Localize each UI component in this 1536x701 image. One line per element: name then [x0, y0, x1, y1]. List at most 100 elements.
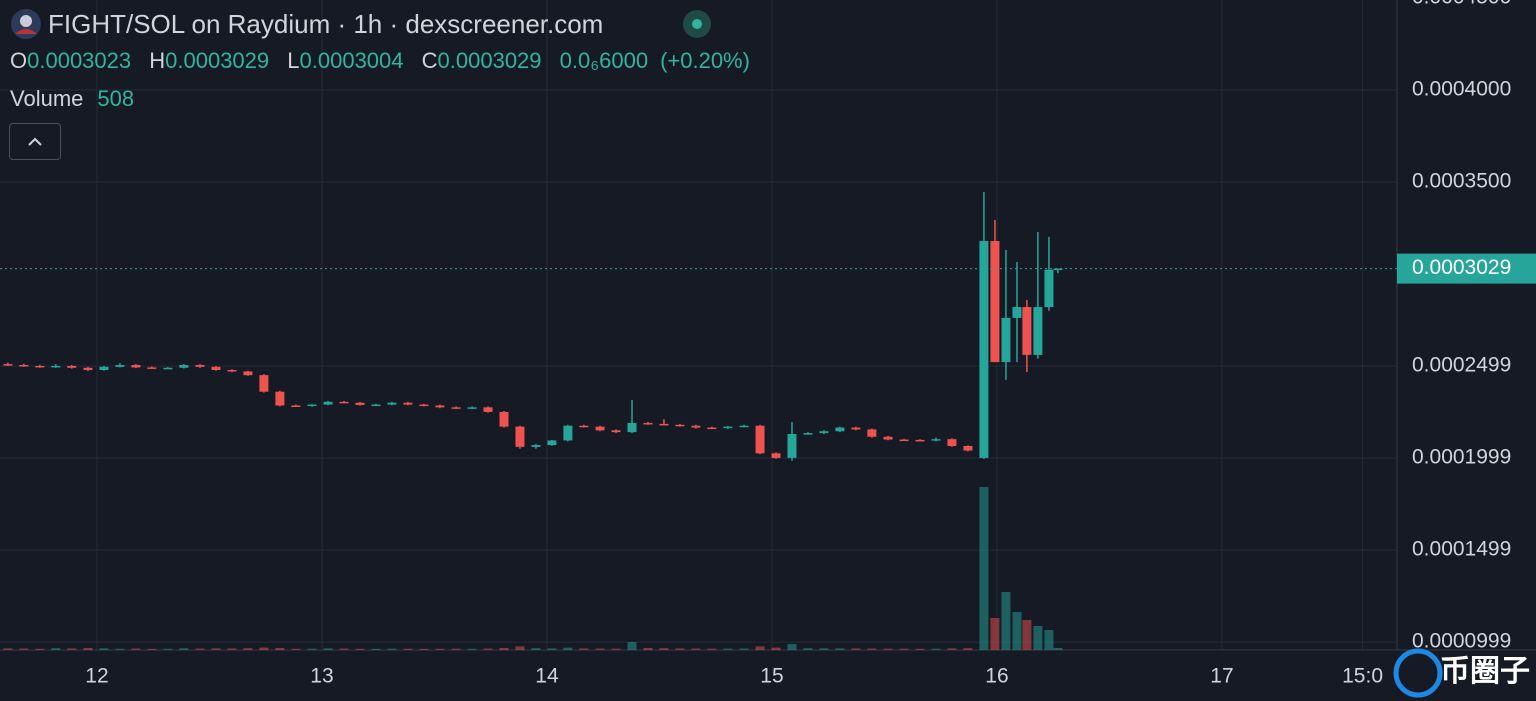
- candle-body: [835, 427, 845, 432]
- volume-bar: [115, 648, 125, 650]
- ohlc-legend: O0.0003023 H0.0003029 L0.0003004 C0.0003…: [10, 48, 762, 74]
- y-tick-label: 0.0001499: [1412, 538, 1511, 561]
- x-tick-label: 16: [985, 665, 1008, 688]
- candle-body: [259, 375, 269, 392]
- candle-body: [403, 402, 413, 405]
- candle-body: [883, 436, 893, 440]
- volume-bar: [83, 648, 93, 650]
- volume-bar: [835, 648, 845, 650]
- volume-bar: [227, 648, 237, 650]
- volume-bar: [195, 648, 205, 650]
- volume-bar: [243, 648, 253, 650]
- watermark-logo: [1393, 648, 1443, 698]
- volume-bar: [947, 648, 957, 650]
- candle-body: [947, 439, 957, 446]
- candle-body: [1033, 307, 1043, 355]
- candle-body: [531, 445, 541, 447]
- volume-bar: [563, 647, 573, 650]
- l-label: L: [287, 48, 300, 73]
- candle-body: [147, 367, 157, 369]
- y-tick-label: 0.0003500: [1412, 170, 1511, 193]
- candle-body: [963, 445, 973, 451]
- volume-bar: [259, 647, 269, 650]
- candle-body: [563, 425, 573, 441]
- volume-bar: [99, 648, 109, 650]
- chevron-icon: [28, 137, 42, 146]
- collapse-button[interactable]: [9, 123, 61, 160]
- volume-bar: [1022, 620, 1032, 650]
- volume-bar: [339, 648, 349, 650]
- volume-bar: [931, 648, 941, 650]
- volume-bar: [35, 648, 45, 650]
- volume-bar: [131, 648, 141, 650]
- volume-bar: [547, 648, 557, 650]
- candle-body: [115, 365, 125, 367]
- volume-bar: [451, 648, 461, 650]
- volume-bar: [291, 648, 301, 650]
- volume-bar: [739, 648, 749, 650]
- change: 0.0₆6000: [559, 48, 649, 73]
- candle-body: [275, 391, 285, 406]
- y-tick-label: 0.0004000: [1412, 78, 1511, 101]
- header-title: FIGHT/SOL on Raydium · 1h · dexscreener.…: [10, 8, 603, 40]
- candle-body: [371, 404, 381, 407]
- volume-bar: [611, 648, 621, 650]
- volume-legend: Volume 508: [10, 86, 146, 112]
- last-price-label: 0.0003029: [1412, 256, 1511, 279]
- volume-bar: [755, 646, 765, 650]
- volume-bar: [963, 648, 973, 650]
- candle-body: [227, 369, 237, 372]
- volume-bar: [595, 648, 605, 650]
- candle-body: [451, 407, 461, 409]
- candle-body: [803, 433, 813, 435]
- volume-bar: [1033, 626, 1043, 650]
- volume-bar: [787, 644, 797, 650]
- candle-body: [515, 426, 525, 447]
- volume-bar: [3, 648, 13, 650]
- candle-body: [707, 427, 717, 430]
- candle-body: [867, 429, 877, 437]
- candle-body: [547, 440, 557, 446]
- volume-bar: [979, 487, 989, 650]
- candle-body: [211, 366, 221, 370]
- candle-body: [755, 425, 765, 454]
- candle-body: [851, 427, 861, 430]
- volume-bar: [627, 642, 637, 650]
- candle-body: [83, 367, 93, 370]
- candle-body: [131, 365, 141, 368]
- volume-bar: [803, 648, 813, 650]
- o-label: O: [10, 48, 28, 73]
- volume-bar: [707, 648, 717, 650]
- c-label: C: [421, 48, 438, 73]
- volume-bar: [675, 648, 685, 650]
- volume-bar: [19, 648, 29, 650]
- candle-body: [387, 402, 397, 405]
- x-tick-label: 17: [1210, 665, 1233, 688]
- candle-body: [195, 365, 205, 367]
- volume-bar: [467, 648, 477, 650]
- candle-body: [51, 365, 61, 368]
- volume-bar: [867, 648, 877, 650]
- volume-bar: [659, 648, 669, 650]
- candle-body: [35, 365, 45, 368]
- candle-body: [291, 405, 301, 407]
- candle-body: [435, 405, 445, 408]
- candle-body: [771, 453, 781, 458]
- c-value: 0.0003029: [437, 48, 542, 73]
- y-tick-label: 0.0001999: [1412, 446, 1511, 469]
- volume-bar: [899, 648, 909, 650]
- x-tick-label: 15: [760, 665, 783, 688]
- candle-body: [355, 402, 365, 405]
- watermark: 币圈子: [1440, 655, 1530, 688]
- candle-body: [659, 423, 669, 426]
- candle-body: [1022, 307, 1032, 355]
- candle-body: [675, 424, 685, 427]
- volume-bar: [419, 648, 429, 650]
- x-tick-label: 12: [85, 665, 108, 688]
- volume-bar: [883, 648, 893, 650]
- candle-body: [579, 425, 589, 428]
- candle-body: [483, 407, 493, 412]
- volume-bar: [211, 648, 221, 650]
- volume-bar: [147, 648, 157, 650]
- candle-body: [723, 426, 733, 429]
